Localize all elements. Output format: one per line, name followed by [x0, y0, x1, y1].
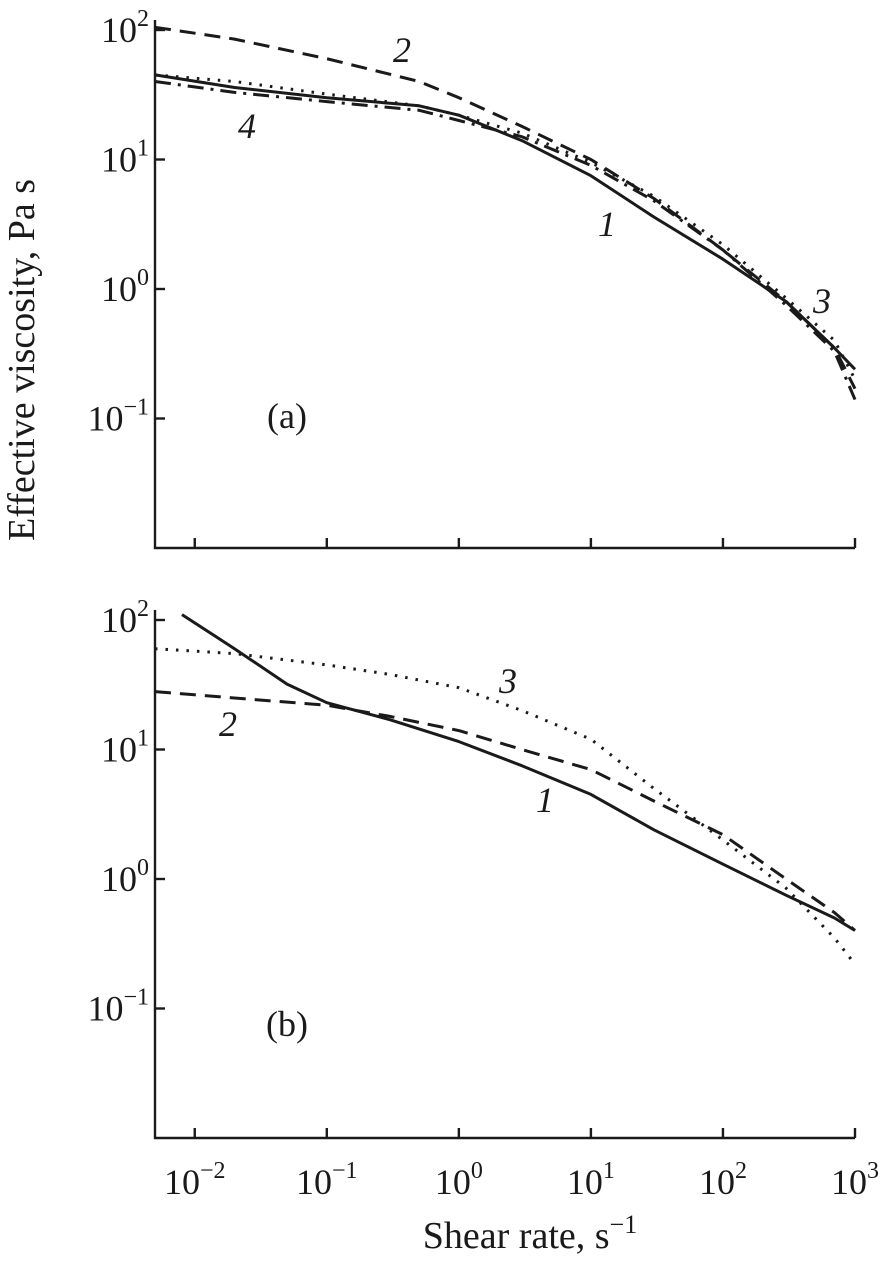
y-tick-label-base: 10	[101, 140, 137, 180]
x-tick-label: 100	[435, 1158, 483, 1202]
panel-label: (b)	[266, 1004, 308, 1044]
x-tick-label-exponent: −1	[332, 1158, 358, 1184]
x-tick-label: 101	[567, 1158, 615, 1202]
y-tick-label-exponent: −1	[123, 985, 149, 1011]
x-tick-label-exponent: 1	[603, 1158, 615, 1184]
series-4-line	[154, 80, 857, 401]
y-tick-label: 10−1	[87, 985, 149, 1029]
y-tick-label-base: 10	[87, 989, 123, 1029]
y-tick-label: 100	[101, 265, 149, 309]
x-tick-label-exponent: −2	[200, 1158, 226, 1184]
axes-frame	[153, 20, 855, 550]
x-axis-title: Shear rate, s−1	[423, 1210, 637, 1257]
series-2-label: 2	[219, 704, 237, 744]
x-tick-label-exponent: 2	[735, 1158, 747, 1184]
x-tick-label-base: 10	[699, 1162, 735, 1202]
x-tick-label: 10−2	[164, 1158, 226, 1202]
series-2-line	[154, 690, 856, 932]
x-tick-label-base: 10	[296, 1162, 332, 1202]
series-2-line	[154, 25, 857, 390]
y-tick-label: 102	[101, 596, 149, 640]
series-1-label: 1	[598, 204, 616, 244]
y-tick-label-exponent: 2	[137, 6, 149, 32]
y-tick-label-exponent: 2	[137, 596, 149, 622]
x-axis-title-unit-exponent: −1	[610, 1210, 638, 1239]
y-tick-label: 101	[101, 136, 149, 180]
x-tick-label: 10−1	[296, 1158, 358, 1202]
y-tick-label-exponent: 0	[137, 855, 149, 881]
x-tick-label-base: 10	[435, 1162, 471, 1202]
y-tick-label-exponent: 0	[137, 265, 149, 291]
series-3-line	[154, 73, 857, 381]
y-tick-label-base: 10	[101, 10, 137, 50]
series-3-label: 3	[498, 661, 517, 701]
panel-label: (a)	[267, 396, 307, 436]
y-tick-label-base: 10	[101, 859, 137, 899]
series-2-label: 2	[393, 30, 411, 70]
axes-frame	[153, 610, 855, 1140]
x-tick-label-exponent: 3	[867, 1158, 879, 1184]
y-tick-label-exponent: 1	[137, 136, 149, 162]
y-tick-label-base: 10	[87, 399, 123, 439]
series-1-label: 1	[536, 780, 554, 820]
y-tick-label-exponent: −1	[123, 395, 149, 421]
y-tick-label: 101	[101, 726, 149, 770]
x-tick-label-exponent: 0	[471, 1158, 483, 1184]
y-axis-title: Effective viscosity, Pa s	[1, 179, 43, 541]
series-4-label: 4	[238, 106, 256, 146]
series-3-label: 3	[812, 281, 831, 321]
x-tick-label-base: 10	[567, 1162, 603, 1202]
y-tick-label-exponent: 1	[137, 726, 149, 752]
y-tick-label: 100	[101, 855, 149, 899]
y-tick-label: 10−1	[87, 395, 149, 439]
x-tick-label: 102	[699, 1158, 747, 1202]
x-tick-label: 103	[831, 1158, 879, 1202]
series-3-line	[154, 647, 857, 966]
x-tick-label-base: 10	[164, 1162, 200, 1202]
y-tick-label-base: 10	[101, 269, 137, 309]
series-1-line	[181, 613, 856, 932]
y-tick-label-base: 10	[101, 600, 137, 640]
y-tick-label-base: 10	[101, 730, 137, 770]
x-axis-title-text: Shear rate, s	[423, 1215, 610, 1257]
y-tick-label: 102	[101, 6, 149, 50]
x-tick-label-base: 10	[831, 1162, 867, 1202]
